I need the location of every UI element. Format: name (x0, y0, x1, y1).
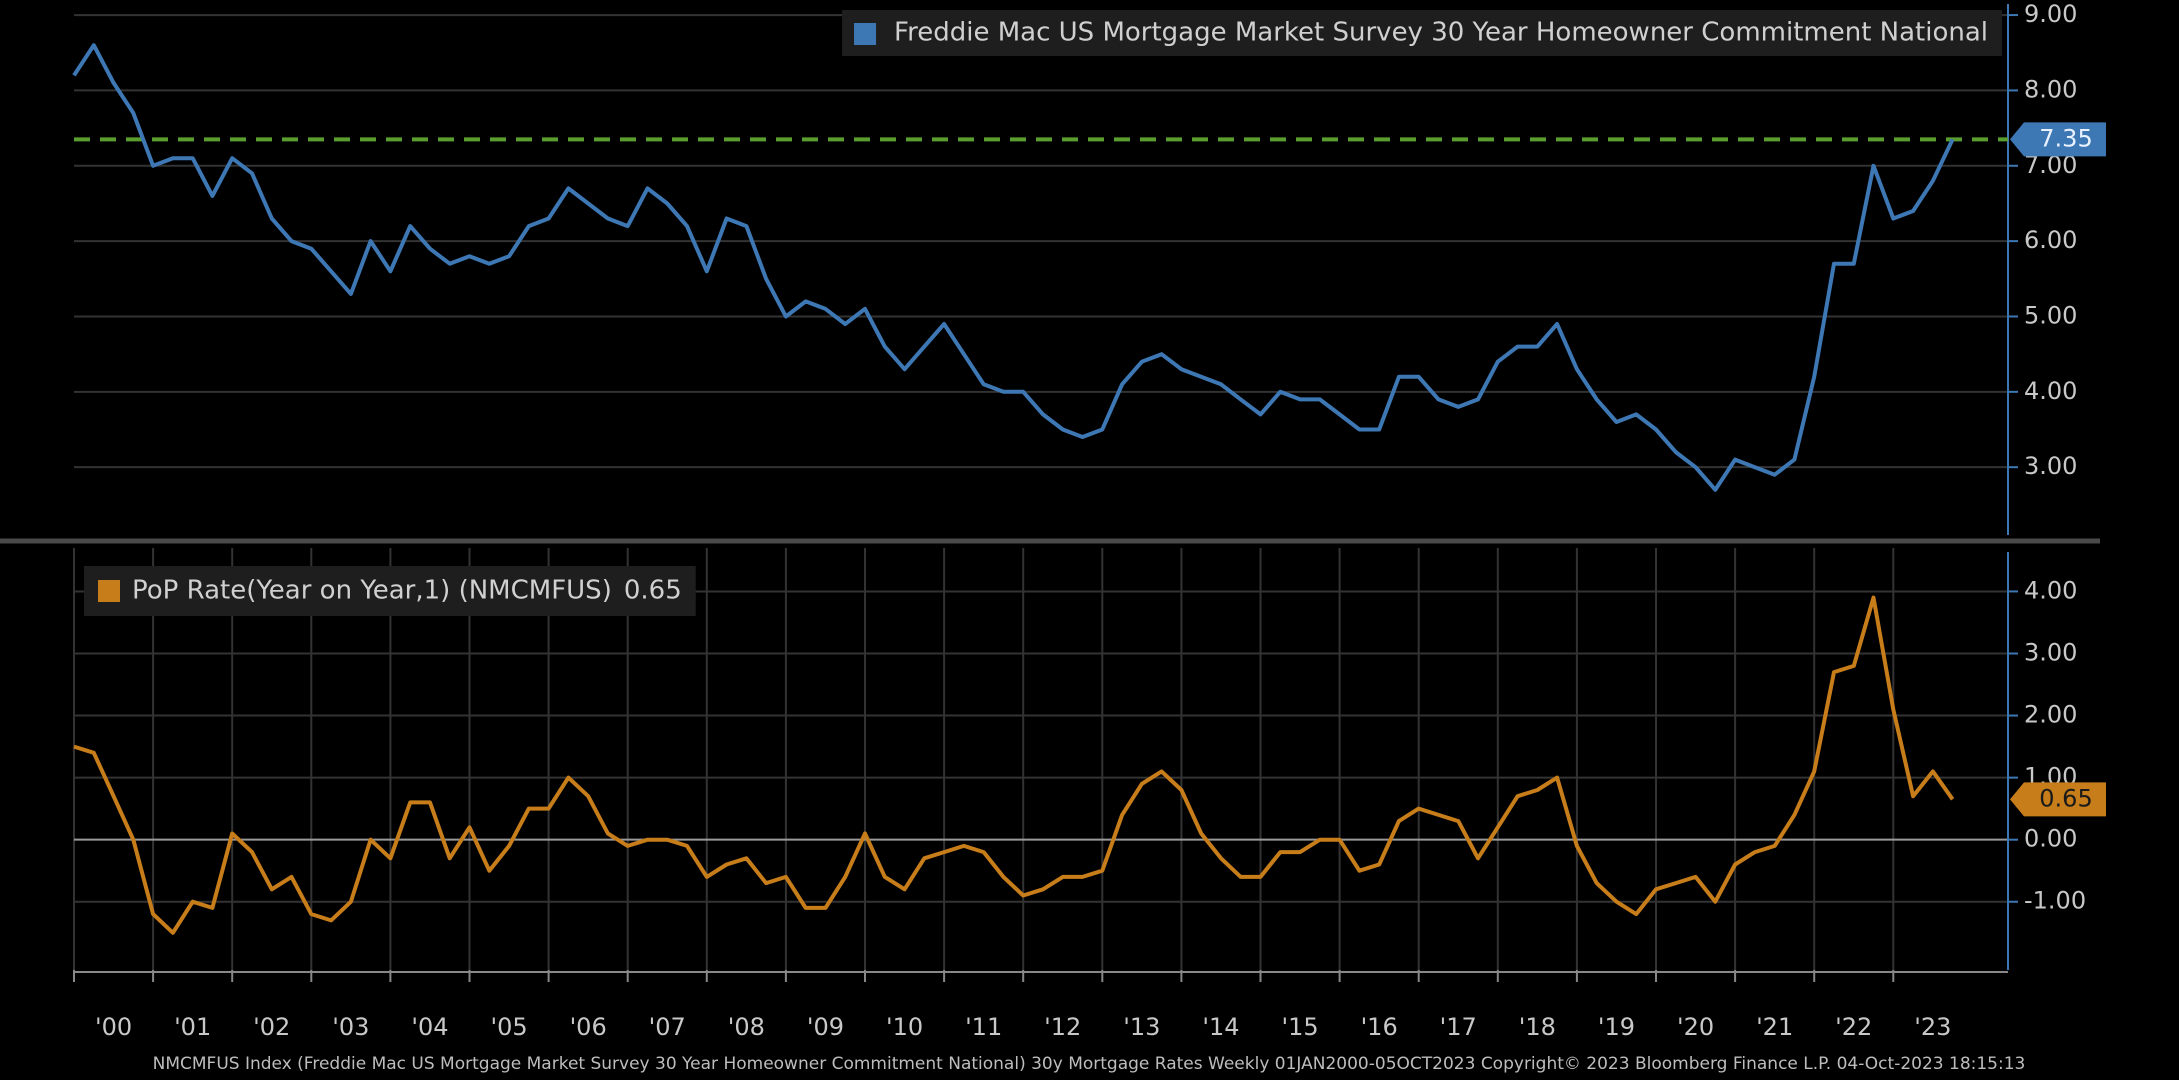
x-tick-label: '02 (253, 1013, 290, 1041)
x-tick-label: '23 (1914, 1013, 1951, 1041)
x-tick-label: '03 (332, 1013, 369, 1041)
x-tick-label: '10 (886, 1013, 923, 1041)
legend-label: Freddie Mac US Mortgage Market Survey 30… (894, 18, 1988, 48)
y-tick-label: 2.00 (2024, 701, 2077, 729)
x-tick-label: '04 (411, 1013, 448, 1041)
x-tick-label: '13 (1123, 1013, 1160, 1041)
y-tick-label: 5.00 (2024, 301, 2077, 329)
series-line (73, 595, 1955, 935)
x-tick-label: '05 (490, 1013, 527, 1041)
x-tick-label: '09 (807, 1013, 844, 1041)
x-tick-label: '01 (174, 1013, 211, 1041)
x-tick-label: '17 (1440, 1013, 1477, 1041)
legend: Freddie Mac US Mortgage Market Survey 30… (842, 10, 2002, 56)
legend-label: PoP Rate(Year on Year,1) (NMCMFUS) (132, 576, 612, 606)
x-tick-label: '06 (570, 1013, 607, 1041)
legend-swatch (98, 580, 120, 602)
x-tick-label: '20 (1677, 1013, 1714, 1041)
series-line (72, 43, 1955, 492)
footer: NMCMFUS Index (Freddie Mac US Mortgage M… (153, 1054, 2026, 1074)
y-tick-label: 8.00 (2024, 75, 2077, 103)
x-tick-label: '00 (95, 1013, 132, 1041)
y-tick-label: 4.00 (2024, 576, 2077, 604)
x-tick-label: '22 (1835, 1013, 1872, 1041)
x-tick-label: '14 (1202, 1013, 1239, 1041)
x-tick-label: '15 (1281, 1013, 1318, 1041)
x-tick-label: '08 (728, 1013, 765, 1041)
last-value-label: 7.35 (2039, 124, 2092, 152)
legend-box (842, 10, 2002, 56)
last-value-label: 0.65 (2039, 784, 2092, 812)
y-tick-label: 4.00 (2024, 377, 2077, 405)
x-tick-label: '18 (1519, 1013, 1556, 1041)
x-tick-label: '16 (1361, 1013, 1398, 1041)
x-tick-label: '12 (1044, 1013, 1081, 1041)
x-tick-label: '11 (965, 1013, 1002, 1041)
legend-swatch (854, 23, 877, 45)
x-tick-label: '07 (649, 1013, 686, 1041)
legend: PoP Rate(Year on Year,1) (NMCMFUS) 0.65 (84, 566, 696, 616)
legend-value: 0.65 (624, 576, 682, 606)
x-tick-label: '21 (1756, 1013, 1793, 1041)
legend-box (84, 566, 696, 616)
y-tick-label: 3.00 (2024, 639, 2077, 667)
y-tick-label: 0.00 (2024, 825, 2077, 853)
y-tick-label: 6.00 (2024, 226, 2077, 254)
y-tick-label: 3.00 (2024, 452, 2077, 480)
y-tick-label: -1.00 (2024, 887, 2086, 915)
y-tick-label: 9.00 (2024, 0, 2077, 28)
last-value-tag (2010, 122, 2106, 157)
x-tick-label: '19 (1598, 1013, 1635, 1041)
last-value-tag (2010, 782, 2106, 817)
